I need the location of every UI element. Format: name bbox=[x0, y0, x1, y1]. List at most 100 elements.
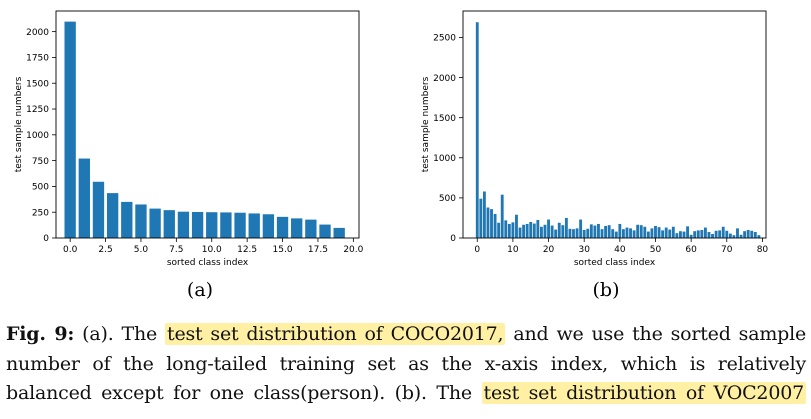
bar bbox=[643, 226, 647, 238]
bar bbox=[92, 181, 105, 238]
bar bbox=[739, 234, 743, 238]
bar bbox=[490, 209, 493, 238]
bar bbox=[276, 216, 289, 238]
bar bbox=[636, 224, 640, 238]
bar bbox=[479, 198, 483, 238]
bar bbox=[177, 211, 190, 238]
y-tick-label: 2500 bbox=[433, 34, 456, 44]
bar bbox=[700, 229, 704, 238]
bar bbox=[650, 228, 654, 238]
caption-line-3: balanced except for one class(person). (… bbox=[6, 379, 806, 409]
bar bbox=[732, 235, 736, 238]
bar bbox=[518, 227, 522, 238]
y-tick-label: 0 bbox=[43, 234, 49, 244]
bar bbox=[600, 229, 604, 238]
bar bbox=[661, 230, 665, 238]
y-tick-label: 1500 bbox=[26, 79, 49, 89]
bar bbox=[586, 228, 590, 238]
chart-a: 0.0 2.5 5.0 7.5 10.0 12.5 15.0 17.5 20.0 0 250 500 7… bbox=[14, 10, 364, 268]
y-tick-label: 750 bbox=[32, 157, 49, 167]
caption-highlight: test set distribution of VOC2007 bbox=[481, 382, 806, 404]
figure-caption: Fig. 9: (a). The test set distribution o… bbox=[6, 320, 806, 409]
x-tick-label: 60 bbox=[685, 245, 697, 255]
bar bbox=[220, 212, 232, 238]
bar bbox=[707, 231, 711, 238]
x-tick-label: 0.0 bbox=[63, 245, 78, 255]
bar bbox=[746, 229, 750, 238]
bar bbox=[597, 223, 600, 238]
bar bbox=[557, 222, 561, 238]
bar bbox=[693, 231, 697, 238]
bar bbox=[621, 229, 625, 238]
bar bbox=[504, 220, 508, 238]
bar bbox=[163, 210, 175, 238]
bar bbox=[64, 21, 76, 238]
bar bbox=[718, 230, 722, 238]
y-tick-label: 1500 bbox=[433, 114, 456, 124]
y-axis-label: test sample numbers bbox=[421, 76, 431, 172]
y-tick-label: 250 bbox=[32, 208, 49, 218]
x-tick-label: 17.5 bbox=[308, 245, 328, 255]
bar bbox=[679, 231, 682, 238]
y-tick-label: 500 bbox=[32, 183, 49, 193]
caption-highlight: test set distribution of COCO2017, bbox=[165, 323, 506, 345]
bar bbox=[507, 223, 511, 238]
panel-label-b: (b) bbox=[593, 279, 620, 301]
chart-b: 0 10 20 30 40 50 60 70 80 0 500 1000 1500 2000 2500 sor… bbox=[421, 10, 769, 268]
bar bbox=[539, 226, 543, 238]
bar bbox=[668, 229, 672, 238]
caption-label: Fig. 9: bbox=[6, 323, 75, 345]
x-tick-label: 40 bbox=[614, 245, 626, 255]
bar bbox=[750, 230, 754, 238]
bar bbox=[291, 218, 303, 238]
bar bbox=[536, 219, 540, 238]
bar bbox=[191, 211, 204, 238]
bar bbox=[728, 233, 732, 238]
bar bbox=[743, 231, 747, 238]
x-tick-label: 20 bbox=[543, 245, 555, 255]
bar bbox=[482, 191, 486, 238]
bar bbox=[604, 225, 608, 238]
y-tick-label: 0 bbox=[450, 234, 456, 244]
y-tick-label: 2000 bbox=[433, 74, 456, 84]
bar bbox=[618, 223, 622, 238]
bar bbox=[579, 219, 583, 238]
bar bbox=[593, 225, 597, 238]
bar bbox=[543, 224, 547, 238]
x-axis-label: sorted class index bbox=[167, 258, 249, 268]
bar bbox=[305, 219, 317, 238]
bar bbox=[515, 214, 518, 238]
plot-frame bbox=[55, 10, 360, 239]
y-tick-label: 500 bbox=[439, 194, 456, 204]
bar bbox=[564, 217, 568, 238]
bar bbox=[714, 230, 718, 238]
y-tick-label: 1250 bbox=[26, 105, 49, 115]
bar bbox=[632, 230, 636, 238]
bar bbox=[550, 225, 554, 238]
bar bbox=[532, 223, 536, 238]
x-tick-label: 30 bbox=[578, 245, 590, 255]
bar bbox=[696, 230, 700, 238]
x-tick-label: 7.5 bbox=[169, 245, 183, 255]
x-tick-label: 50 bbox=[650, 245, 662, 255]
bar bbox=[625, 227, 629, 238]
x-tick-label: 2.5 bbox=[98, 245, 112, 255]
bar bbox=[511, 222, 515, 238]
bar bbox=[757, 235, 761, 238]
x-tick-label: 80 bbox=[757, 245, 769, 255]
bar bbox=[568, 228, 572, 238]
bar bbox=[121, 201, 133, 238]
bar bbox=[611, 229, 615, 238]
bar bbox=[682, 231, 686, 238]
bar bbox=[206, 212, 218, 238]
y-tick-label: 1750 bbox=[26, 54, 49, 64]
bar bbox=[736, 228, 739, 238]
x-tick-label: 10 bbox=[507, 245, 519, 255]
bar bbox=[547, 219, 550, 238]
bar bbox=[234, 212, 246, 238]
bar bbox=[561, 225, 565, 238]
bar bbox=[525, 223, 529, 238]
bar bbox=[686, 226, 690, 238]
bar bbox=[248, 213, 260, 238]
